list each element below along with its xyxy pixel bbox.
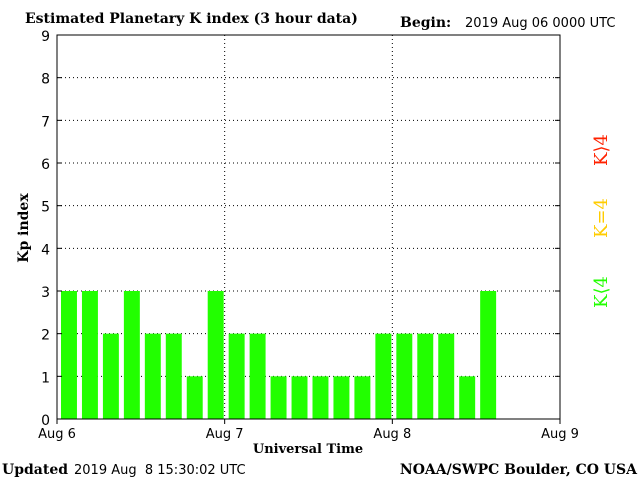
kp-bar: [333, 376, 350, 419]
y-tick-label: 5: [41, 200, 50, 216]
kp-bar: [375, 333, 392, 419]
updated-label: Updated: [2, 462, 68, 478]
legend-equal: K=4: [591, 198, 612, 238]
grid-lines: [57, 35, 560, 419]
x-tick-label: Aug 8: [373, 427, 411, 442]
x-axis-label: Universal Time: [253, 442, 363, 457]
kp-bar: [81, 291, 98, 419]
kp-bar: [396, 333, 413, 419]
begin-label: Begin:: [400, 15, 451, 31]
y-tick-label: 6: [41, 157, 50, 173]
kp-bar: [165, 333, 182, 419]
source-credit: NOAA/SWPC Boulder, CO USA: [400, 462, 638, 478]
y-axis-label: Kp index: [16, 193, 32, 263]
x-tick-label: Aug 9: [541, 427, 579, 442]
chart-title: Estimated Planetary K index (3 hour data…: [25, 11, 358, 27]
kp-bar: [102, 333, 119, 419]
x-tick-label: Aug 6: [38, 427, 76, 442]
kp-bar: [61, 291, 77, 419]
y-tick-label: 3: [41, 285, 50, 301]
y-tick-label: 8: [41, 72, 50, 88]
kp-bar: [480, 291, 497, 419]
kp-bar: [186, 376, 203, 419]
y-tick-labels: 0 1 2 3 4 5 6 7 8 9: [41, 29, 560, 429]
plot-frame: [56, 34, 561, 420]
begin-value: 2019 Aug 06 0000 UTC: [465, 16, 615, 31]
kp-bar: [144, 333, 161, 419]
x-tick-labels: Aug 6 Aug 7 Aug 8 Aug 9: [38, 419, 579, 442]
kp-bar: [270, 376, 287, 419]
kp-bar: [459, 376, 476, 419]
bar-series: [61, 291, 497, 419]
kp-bar: [417, 333, 434, 419]
kp-bar: [207, 291, 224, 419]
y-tick-label: 0: [41, 413, 50, 429]
kp-bar: [438, 333, 455, 419]
x-tick-label: Aug 7: [206, 427, 244, 442]
y-tick-label: 7: [41, 114, 50, 130]
y-tick-label: 4: [41, 242, 50, 258]
kp-bar: [291, 376, 308, 419]
y-tick-label: 1: [41, 370, 50, 386]
kp-bar: [249, 333, 266, 419]
kp-bar: [123, 291, 140, 419]
kp-bar: [228, 333, 245, 419]
y-tick-label: 2: [41, 328, 50, 344]
legend-high: K⟩4: [591, 134, 612, 166]
y-tick-label: 9: [41, 29, 50, 45]
kp-bar: [354, 376, 371, 419]
legend-low: K⟨4: [591, 276, 612, 308]
updated-value: 2019 Aug 8 15:30:02 UTC: [74, 463, 246, 478]
kp-bar: [312, 376, 329, 419]
